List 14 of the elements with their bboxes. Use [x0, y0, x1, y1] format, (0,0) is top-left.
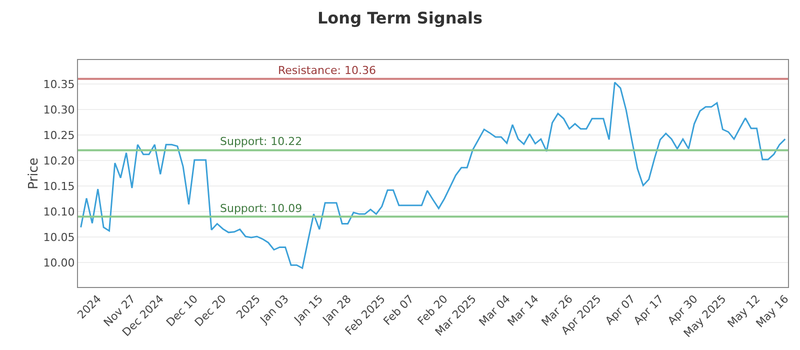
ref-line-label: Support: 10.22 — [220, 135, 302, 148]
y-axis-title: Price — [26, 158, 42, 190]
y-tick-label: 10.15 — [43, 180, 75, 193]
y-tick-label: 10.25 — [43, 128, 75, 142]
y-tick-label: 10.20 — [43, 154, 75, 168]
ref-line-label: Support: 10.09 — [220, 202, 302, 215]
ref-line-label: Resistance: 10.36 — [278, 64, 376, 77]
y-tick-label: 10.30 — [43, 103, 75, 116]
y-tick-label: 10.10 — [43, 205, 75, 218]
line-series — [80, 82, 786, 269]
chart-title: Long Term Signals — [317, 8, 483, 28]
y-tick-label: 10.05 — [43, 230, 75, 244]
y-tick-label: 10.35 — [43, 78, 75, 91]
y-tick-label: 10.00 — [43, 256, 75, 270]
